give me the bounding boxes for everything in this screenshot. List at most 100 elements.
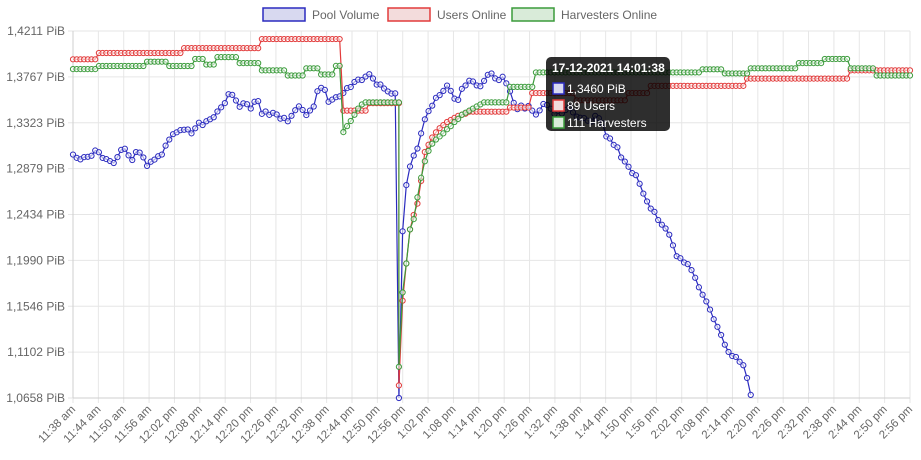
- legend-swatch: [387, 7, 431, 22]
- data-point: [273, 111, 280, 118]
- data-point: [743, 374, 751, 382]
- data-point: [403, 260, 410, 267]
- data-point: [347, 83, 354, 91]
- data-point: [151, 156, 158, 163]
- data-point: [95, 149, 103, 156]
- data-point: [414, 145, 421, 152]
- data-point: [447, 87, 454, 94]
- data-point: [392, 90, 399, 97]
- tooltip: 17-12-2021 14:01:38 1,3460 PiB 89 Users 111…: [546, 57, 670, 131]
- data-point: [369, 75, 377, 82]
- data-point: [740, 362, 747, 369]
- data-point: [236, 103, 243, 110]
- data-point: [625, 163, 632, 170]
- data-point: [732, 353, 740, 361]
- data-point: [284, 118, 291, 125]
- data-point: [218, 104, 225, 111]
- data-point: [88, 152, 95, 159]
- data-point: [288, 112, 295, 119]
- data-point: [221, 100, 228, 107]
- legend-swatch: [262, 7, 306, 22]
- data-point: [418, 174, 425, 181]
- data-point: [503, 108, 510, 115]
- data-point: [632, 172, 640, 179]
- data-point: [432, 129, 440, 136]
- data-point: [232, 97, 240, 104]
- data-point: [662, 225, 669, 232]
- legend-swatch: [511, 7, 555, 22]
- series-pool-volume: [69, 70, 754, 402]
- data-point: [532, 111, 540, 118]
- data-point: [358, 76, 365, 84]
- data-point: [347, 117, 354, 125]
- data-point: [255, 98, 262, 105]
- data-point: [536, 107, 543, 114]
- data-point: [351, 111, 358, 118]
- data-point: [114, 154, 121, 161]
- data-point: [299, 106, 306, 114]
- legend[interactable]: Pool Volume Users Online Harvesters Online: [262, 7, 657, 22]
- data-point: [843, 55, 851, 63]
- data-point: [92, 56, 99, 63]
- data-point: [447, 123, 454, 130]
- data-point: [425, 108, 432, 115]
- tooltip-swatch: [552, 82, 565, 95]
- legend-item-pool-volume[interactable]: Pool Volume: [262, 7, 380, 22]
- data-point: [247, 105, 254, 112]
- data-point: [503, 99, 510, 106]
- tooltip-line: 89 Users: [567, 99, 615, 113]
- data-point: [340, 129, 347, 136]
- data-point: [255, 60, 262, 67]
- data-point: [406, 226, 414, 233]
- series-users-online: [69, 35, 914, 389]
- data-point: [377, 81, 384, 88]
- y-tick-label: 1,0658 PiB: [6, 391, 65, 405]
- data-point: [188, 62, 195, 70]
- series-layer: [69, 35, 914, 402]
- data-point: [162, 142, 169, 149]
- data-point: [166, 136, 173, 143]
- data-point: [343, 123, 351, 130]
- data-point: [162, 58, 169, 65]
- data-point: [643, 198, 651, 205]
- data-point: [488, 70, 495, 77]
- data-point: [425, 147, 432, 155]
- y-tick-label: 1,3323 PiB: [6, 116, 65, 130]
- data-point: [281, 67, 288, 74]
- data-point: [336, 62, 343, 70]
- data-point: [140, 62, 147, 70]
- data-point: [110, 159, 117, 167]
- data-point: [699, 291, 706, 298]
- data-point: [399, 228, 406, 235]
- y-tick-label: 1,3767 PiB: [6, 70, 65, 84]
- data-point: [158, 151, 165, 158]
- data-point: [366, 71, 373, 78]
- legend-item-users-online[interactable]: Users Online: [387, 7, 507, 22]
- data-point: [614, 144, 621, 151]
- data-point: [725, 348, 732, 356]
- data-point: [743, 70, 751, 77]
- series-harvesters-online: [69, 54, 914, 370]
- data-point: [647, 205, 654, 212]
- y-axis: 1,0658 PiB 1,1102 PiB 1,1546 PiB 1,1990 PiB…: [6, 24, 65, 405]
- data-point: [618, 154, 625, 161]
- data-point: [214, 108, 221, 115]
- data-point: [792, 65, 799, 72]
- legend-item-harvesters-online[interactable]: Harvesters Online: [511, 7, 657, 22]
- data-point: [140, 154, 147, 161]
- data-point: [429, 140, 436, 147]
- data-point: [655, 216, 662, 224]
- data-point: [199, 121, 206, 129]
- data-point: [321, 86, 328, 93]
- data-point: [677, 255, 684, 262]
- data-point: [243, 101, 251, 108]
- data-point: [669, 242, 677, 249]
- data-point: [640, 190, 647, 197]
- data-point: [721, 341, 728, 348]
- data-point: [666, 231, 673, 238]
- data-point: [192, 125, 199, 132]
- data-point: [121, 145, 128, 152]
- data-point: [469, 78, 477, 85]
